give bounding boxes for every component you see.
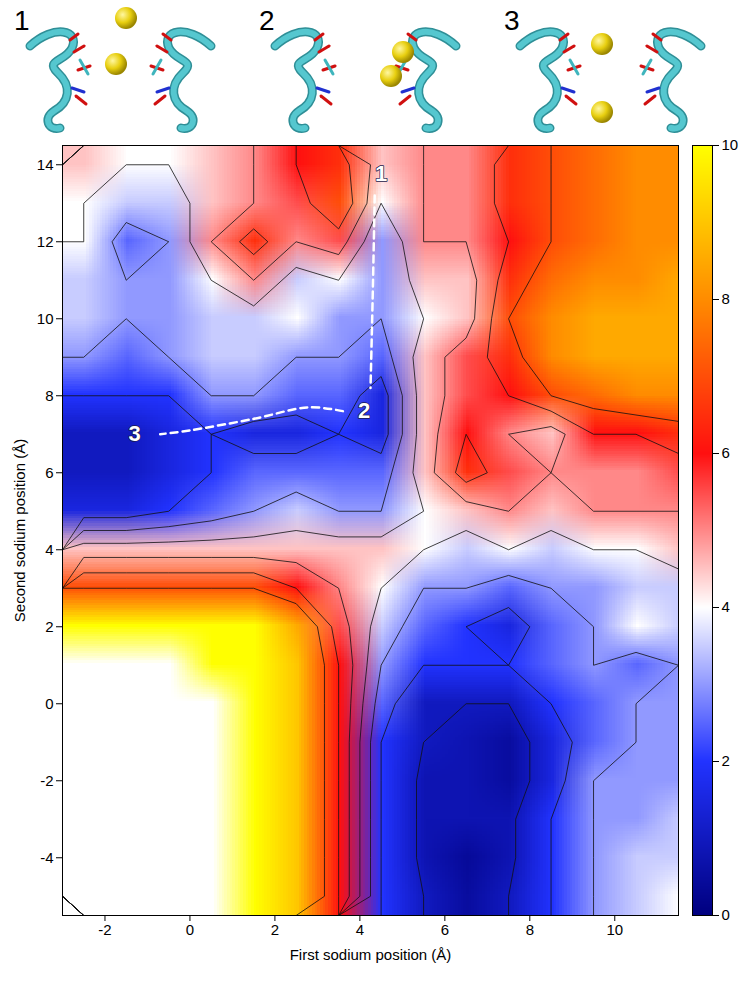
svg-text:0: 0 <box>186 921 194 938</box>
svg-text:0: 0 <box>45 695 53 712</box>
svg-text:2: 2 <box>45 618 53 635</box>
svg-text:-2: -2 <box>98 921 111 938</box>
svg-text:First sodium position (Å): First sodium position (Å) <box>290 946 452 963</box>
svg-text:10: 10 <box>37 310 54 327</box>
svg-text:1: 1 <box>14 5 30 36</box>
svg-text:6: 6 <box>441 921 449 938</box>
svg-text:4: 4 <box>722 598 730 615</box>
svg-text:3: 3 <box>504 5 520 36</box>
svg-text:4: 4 <box>356 921 364 938</box>
svg-text:0: 0 <box>722 906 730 923</box>
svg-text:6: 6 <box>722 444 730 461</box>
svg-text:12: 12 <box>37 233 54 250</box>
svg-text:-4: -4 <box>40 849 53 866</box>
svg-text:2: 2 <box>358 398 370 423</box>
svg-text:3: 3 <box>129 421 141 446</box>
svg-text:8: 8 <box>722 290 730 307</box>
svg-text:8: 8 <box>526 921 534 938</box>
svg-text:10: 10 <box>606 921 623 938</box>
svg-text:2: 2 <box>271 921 279 938</box>
svg-text:1: 1 <box>375 161 387 186</box>
svg-text:2: 2 <box>259 5 275 36</box>
svg-text:14: 14 <box>37 156 54 173</box>
svg-text:10: 10 <box>722 136 739 153</box>
svg-text:Second sodium position (Å): Second sodium position (Å) <box>11 439 28 622</box>
svg-text:6: 6 <box>45 464 53 481</box>
svg-text:8: 8 <box>45 387 53 404</box>
svg-text:4: 4 <box>45 541 53 558</box>
svg-text:-2: -2 <box>40 772 53 789</box>
svg-text:2: 2 <box>722 752 730 769</box>
